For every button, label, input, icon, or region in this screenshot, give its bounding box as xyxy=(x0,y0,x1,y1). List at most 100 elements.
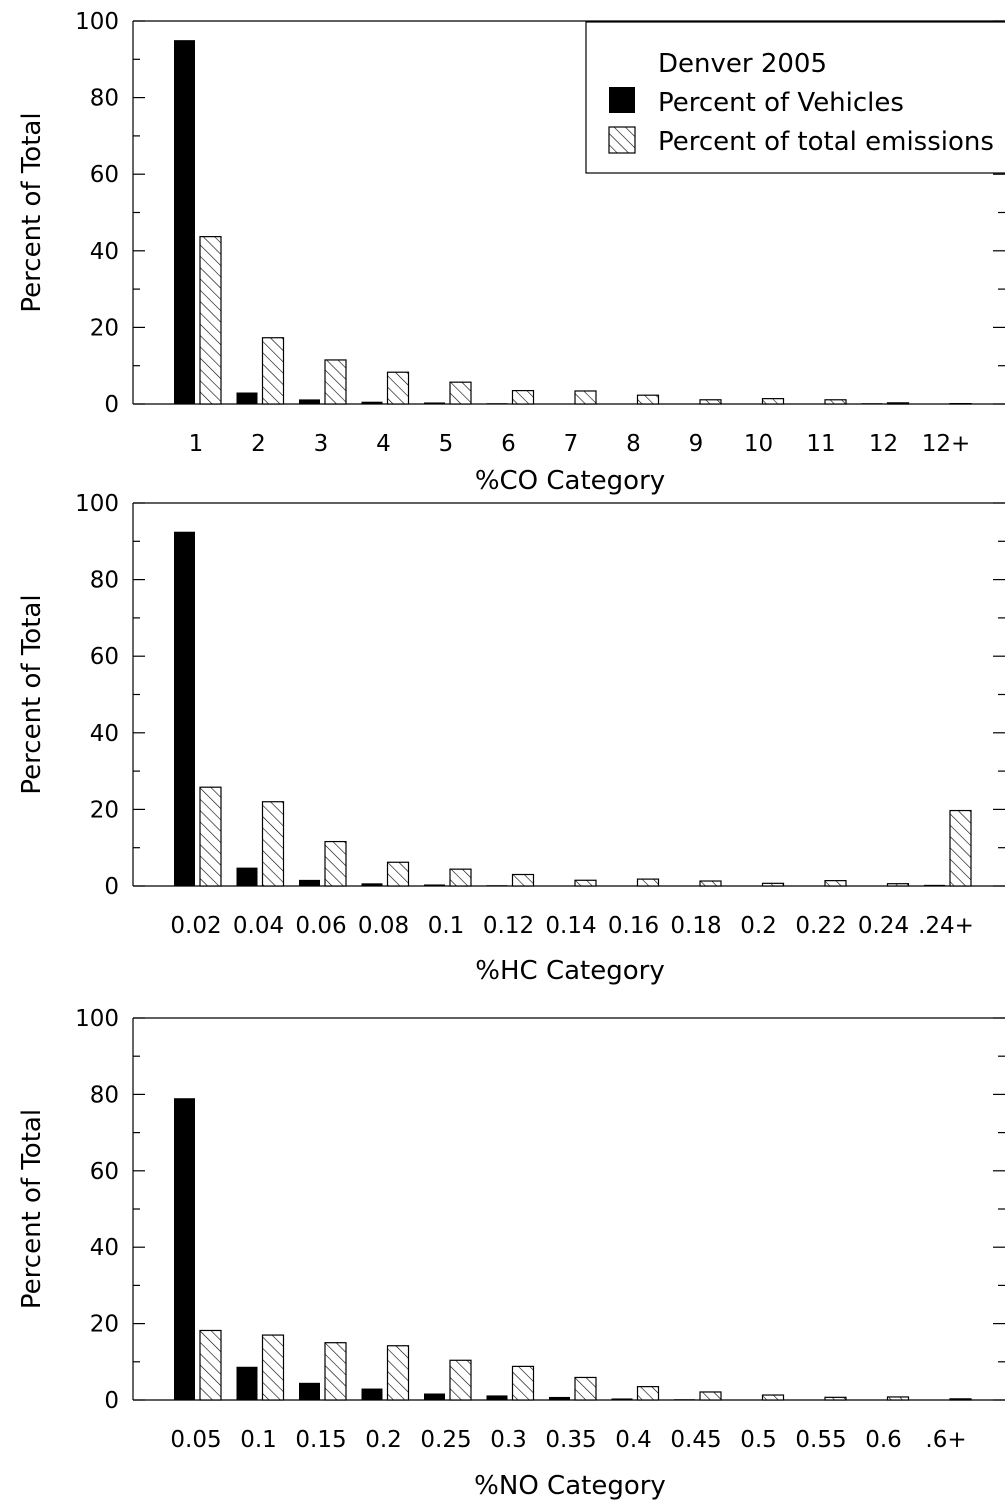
x-tick-label: 0.35 xyxy=(545,1427,596,1453)
bar-emissions xyxy=(386,371,410,405)
bar-vehicles xyxy=(486,885,508,886)
bar-emissions xyxy=(574,879,597,887)
x-tick-label: 0.14 xyxy=(545,913,596,939)
bar-vehicles xyxy=(361,1388,383,1400)
bar-emissions xyxy=(824,399,847,405)
x-tick-label: 0.5 xyxy=(740,1427,777,1453)
x-tick-label: 0.45 xyxy=(670,1427,721,1453)
y-tick-label: 80 xyxy=(90,1082,119,1108)
x-tick-label: 5 xyxy=(439,431,454,457)
y-tick-label: 80 xyxy=(90,568,119,594)
y-tick-label: 20 xyxy=(90,797,119,823)
bar-emissions xyxy=(761,1394,785,1401)
bar-emissions xyxy=(324,1342,347,1401)
bar-emissions xyxy=(324,840,347,887)
bar-vehicles xyxy=(361,883,383,886)
x-tick-label: 0.04 xyxy=(233,913,284,939)
bar-vehicles xyxy=(424,402,445,404)
bar-emissions xyxy=(199,786,222,887)
bar-vehicles xyxy=(299,879,320,886)
x-axis-title: %NO Category xyxy=(474,1471,666,1501)
legend-swatch-vehicles xyxy=(609,87,635,113)
x-tick-label: 0.02 xyxy=(170,913,221,939)
bar-emissions xyxy=(261,1334,285,1401)
y-tick-label: 20 xyxy=(90,1312,119,1338)
legend-swatch-emissions xyxy=(608,126,636,154)
x-tick-label: 0.08 xyxy=(358,913,409,939)
x-tick-label: 0.22 xyxy=(795,913,846,939)
bar-vehicles xyxy=(236,392,258,404)
x-tick-label: 6 xyxy=(501,431,516,457)
x-tick-label: 0.24 xyxy=(858,913,909,939)
x-tick-label: 0.55 xyxy=(795,1427,846,1453)
bar-vehicles xyxy=(674,1399,695,1400)
y-axis-title: Percent of Total xyxy=(17,594,47,794)
bar-vehicles xyxy=(236,867,258,886)
bar-emissions xyxy=(324,359,347,405)
bar-emissions xyxy=(886,402,910,405)
y-tick-label: 60 xyxy=(90,644,119,670)
y-tick-label: 0 xyxy=(104,874,119,900)
bar-emissions xyxy=(761,882,785,887)
bar-emissions xyxy=(511,389,535,405)
x-tick-label: 8 xyxy=(626,431,641,457)
bar-emissions xyxy=(449,381,472,405)
x-tick-label: 7 xyxy=(564,431,579,457)
bar-vehicles xyxy=(611,1398,633,1400)
x-tick-label: 0.3 xyxy=(490,1427,527,1453)
bar-vehicles xyxy=(549,1396,570,1400)
bar-emissions xyxy=(886,883,910,887)
bar-vehicles xyxy=(174,1098,195,1400)
bar-emissions xyxy=(261,801,285,887)
x-tick-label: 12 xyxy=(869,431,898,457)
bar-vehicles xyxy=(486,403,508,404)
bar-emissions xyxy=(511,873,535,887)
x-axis-title: %CO Category xyxy=(475,466,665,496)
x-tick-label: 0.2 xyxy=(740,913,777,939)
bar-emissions xyxy=(511,1365,535,1401)
chart-panel-2: 0 20 40 60 80 100 Percent of Total 0.02 0.04 0.06… xyxy=(17,491,1005,986)
bar-emissions xyxy=(949,809,972,887)
y-tick-label: 20 xyxy=(90,315,119,341)
legend-title: Denver 2005 xyxy=(658,49,827,79)
bar-emissions xyxy=(199,1329,222,1401)
legend-box xyxy=(585,21,1005,174)
x-tick-label: 4 xyxy=(376,431,391,457)
x-tick-label: 1 xyxy=(189,431,204,457)
x-tick-label: 0.15 xyxy=(295,1427,346,1453)
bar-vehicles xyxy=(486,1395,508,1400)
x-tick-label: 0.16 xyxy=(608,913,659,939)
y-tick-label: 40 xyxy=(90,1235,119,1261)
y-tick-label: 60 xyxy=(90,1159,119,1185)
chart-legend: Denver 2005 Percent of Vehicles Percent … xyxy=(585,21,1005,174)
bar-emissions xyxy=(761,398,785,405)
x-tick-label: .6+ xyxy=(925,1427,966,1453)
x-tick-label: 0.2 xyxy=(365,1427,402,1453)
bar-emissions xyxy=(699,1391,722,1401)
bar-emissions xyxy=(699,880,722,887)
bar-emissions xyxy=(824,1396,847,1401)
x-tick-label: .24+ xyxy=(918,913,974,939)
bar-emissions xyxy=(449,1359,472,1401)
x-axis-title: %HC Category xyxy=(475,956,664,986)
chart-panel-3: 0 20 40 60 80 100 Percent of Total 0.05 0.1 0.15 0… xyxy=(17,1006,1005,1501)
x-tick-label: 9 xyxy=(689,431,704,457)
bar-emissions xyxy=(636,878,660,887)
x-tick-label: 0.12 xyxy=(483,913,534,939)
bar-vehicles xyxy=(299,1382,320,1400)
bar-vehicles xyxy=(861,403,883,404)
y-tick-label: 0 xyxy=(104,392,119,418)
bar-vehicles xyxy=(299,399,320,404)
bar-emissions xyxy=(574,390,597,405)
y-tick-label: 40 xyxy=(90,239,119,265)
x-tick-label: 2 xyxy=(251,431,266,457)
bar-emissions xyxy=(949,1398,972,1401)
bar-emissions xyxy=(636,394,660,405)
bar-emissions xyxy=(699,399,722,405)
x-tick-label: 0.1 xyxy=(240,1427,277,1453)
y-tick-label: 40 xyxy=(90,721,119,747)
bar-vehicles xyxy=(236,1366,258,1400)
y-tick-label: 60 xyxy=(90,162,119,188)
bar-emissions xyxy=(386,1345,410,1401)
x-tick-label: 12+ xyxy=(922,431,971,457)
